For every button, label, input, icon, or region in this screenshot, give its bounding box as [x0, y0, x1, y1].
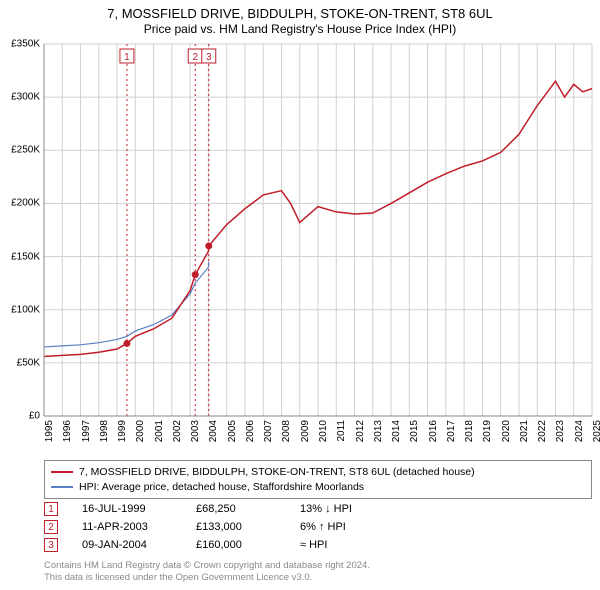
- event-hpi-relation: 13% ↓ HPI: [300, 503, 390, 515]
- x-axis-label: 2022: [537, 420, 548, 442]
- x-axis-label: 2006: [245, 420, 256, 442]
- event-number-badge: 3: [44, 538, 58, 552]
- x-axis-label: 2010: [318, 420, 329, 442]
- event-date: 16-JUL-1999: [82, 503, 172, 515]
- x-axis-label: 2013: [373, 420, 384, 442]
- footnote-line2: This data is licensed under the Open Gov…: [44, 572, 592, 584]
- title-block: 7, MOSSFIELD DRIVE, BIDDULPH, STOKE-ON-T…: [0, 0, 600, 37]
- title-subtitle: Price paid vs. HM Land Registry's House …: [0, 22, 600, 37]
- y-axis-label: £250K: [11, 145, 40, 156]
- event-row: 3 09-JAN-2004 £160,000 ≈ HPI: [44, 538, 592, 552]
- x-axis-label: 2017: [446, 420, 457, 442]
- x-axis-label: 2023: [555, 420, 566, 442]
- event-date: 09-JAN-2004: [82, 539, 172, 551]
- legend-item: HPI: Average price, detached house, Staf…: [51, 480, 585, 495]
- x-axis-label: 2014: [391, 420, 402, 442]
- x-axis-label: 2007: [263, 420, 274, 442]
- y-axis-label: £200K: [11, 198, 40, 209]
- svg-text:2: 2: [192, 52, 198, 63]
- x-axis-label: 1999: [117, 420, 128, 442]
- x-axis-label: 2015: [409, 420, 420, 442]
- x-axis-label: 2018: [464, 420, 475, 442]
- y-axis-label: £100K: [11, 304, 40, 315]
- x-axis-label: 2021: [519, 420, 530, 442]
- title-address: 7, MOSSFIELD DRIVE, BIDDULPH, STOKE-ON-T…: [0, 6, 600, 22]
- x-axis-label: 1996: [62, 420, 73, 442]
- x-axis-label: 1998: [99, 420, 110, 442]
- event-row: 1 16-JUL-1999 £68,250 13% ↓ HPI: [44, 502, 592, 516]
- x-axis-label: 2019: [482, 420, 493, 442]
- x-axis-label: 2005: [227, 420, 238, 442]
- x-axis-label: 2020: [501, 420, 512, 442]
- event-row: 2 11-APR-2003 £133,000 6% ↑ HPI: [44, 520, 592, 534]
- x-axis-label: 2004: [208, 420, 219, 442]
- x-axis-label: 2002: [172, 420, 183, 442]
- legend-swatch: [51, 471, 73, 473]
- x-axis-label: 2012: [355, 420, 366, 442]
- x-axis-label: 2008: [281, 420, 292, 442]
- x-axis-label: 1997: [81, 420, 92, 442]
- legend-label: 7, MOSSFIELD DRIVE, BIDDULPH, STOKE-ON-T…: [79, 465, 475, 480]
- x-axis-label: 2011: [336, 420, 347, 442]
- svg-text:3: 3: [206, 52, 212, 63]
- event-hpi-relation: 6% ↑ HPI: [300, 521, 390, 533]
- y-axis-label: £300K: [11, 92, 40, 103]
- event-price: £68,250: [196, 503, 276, 515]
- footnote: Contains HM Land Registry data © Crown c…: [44, 560, 592, 584]
- legend-swatch: [51, 486, 73, 488]
- event-price: £133,000: [196, 521, 276, 533]
- x-axis-label: 2003: [190, 420, 201, 442]
- x-axis-label: 1995: [44, 420, 55, 442]
- legend-item: 7, MOSSFIELD DRIVE, BIDDULPH, STOKE-ON-T…: [51, 465, 585, 480]
- svg-text:1: 1: [124, 52, 130, 63]
- x-axis-label: 2025: [592, 420, 600, 442]
- footnote-line1: Contains HM Land Registry data © Crown c…: [44, 560, 592, 572]
- event-date: 11-APR-2003: [82, 521, 172, 533]
- x-axis-label: 2001: [154, 420, 165, 442]
- event-price: £160,000: [196, 539, 276, 551]
- y-axis-label: £50K: [17, 357, 40, 368]
- legend-label: HPI: Average price, detached house, Staf…: [79, 480, 364, 495]
- event-number-badge: 1: [44, 502, 58, 516]
- event-hpi-relation: ≈ HPI: [300, 539, 390, 551]
- y-axis-label: £350K: [11, 39, 40, 50]
- y-axis-label: £0: [29, 411, 40, 422]
- chart-container: 7, MOSSFIELD DRIVE, BIDDULPH, STOKE-ON-T…: [0, 0, 600, 590]
- chart-area: 123 £0£50K£100K£150K£200K£250K£300K£350K…: [44, 44, 592, 416]
- y-axis-label: £150K: [11, 251, 40, 262]
- legend-box: 7, MOSSFIELD DRIVE, BIDDULPH, STOKE-ON-T…: [44, 460, 592, 499]
- x-axis-label: 2024: [574, 420, 585, 442]
- x-axis-label: 2000: [135, 420, 146, 442]
- event-number-badge: 2: [44, 520, 58, 534]
- events-table: 1 16-JUL-1999 £68,250 13% ↓ HPI 2 11-APR-2003…: [44, 502, 592, 556]
- chart-svg: 1 23: [44, 44, 592, 416]
- x-axis-label: 2016: [428, 420, 439, 442]
- x-axis-label: 2009: [300, 420, 311, 442]
